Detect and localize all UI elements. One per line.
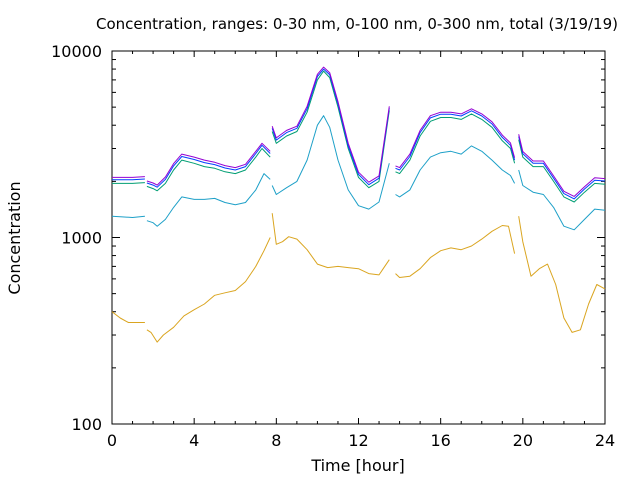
x-tick-label: 24	[595, 431, 615, 450]
series-segment	[112, 178, 145, 181]
x-axis-title: Time [hour]	[310, 456, 404, 475]
series-segment	[395, 225, 516, 278]
series-segment	[518, 136, 606, 200]
series-segment	[395, 145, 516, 198]
series-segment	[518, 169, 606, 231]
axis-ticks: 0 4 8 12 16 20 24 100 1000 10000	[51, 42, 615, 450]
series-line	[112, 70, 606, 203]
series-line	[112, 66, 606, 197]
series-segment	[518, 134, 606, 197]
series-segment	[146, 148, 271, 192]
series-segment	[146, 144, 271, 188]
series-line	[111, 213, 606, 343]
series-segment	[112, 176, 145, 178]
series-segment	[395, 110, 516, 171]
x-tick-label: 4	[189, 431, 199, 450]
y-axis-title: Concentration	[5, 181, 24, 294]
x-tick-label: 8	[271, 431, 281, 450]
series-segment	[271, 213, 390, 276]
series-segment	[146, 173, 271, 227]
series-line	[111, 115, 606, 231]
x-tick-label: 12	[348, 431, 368, 450]
series-segment	[271, 115, 390, 210]
series-segment	[146, 142, 271, 186]
series-segment	[271, 70, 390, 189]
series-segment	[518, 216, 606, 333]
y-tick-label: 1000	[61, 229, 102, 248]
series-segment	[518, 139, 606, 203]
series-segment	[395, 113, 516, 175]
plot-frame	[111, 50, 606, 425]
series-layer	[111, 66, 606, 343]
y-tick-label: 10000	[51, 42, 102, 61]
series-line	[112, 68, 606, 200]
series-segment	[146, 237, 271, 343]
series-segment	[271, 66, 390, 183]
series-segment	[112, 182, 145, 184]
x-tick-label: 0	[107, 431, 117, 450]
x-tick-label: 20	[513, 431, 533, 450]
series-segment	[395, 108, 516, 169]
series-segment	[111, 311, 145, 323]
x-tick-label: 16	[430, 431, 450, 450]
series-segment	[111, 215, 145, 218]
y-tick-label: 100	[71, 415, 102, 434]
chart-title: Concentration, ranges: 0-30 nm, 0-100 nm…	[96, 15, 618, 33]
series-segment	[271, 68, 390, 186]
